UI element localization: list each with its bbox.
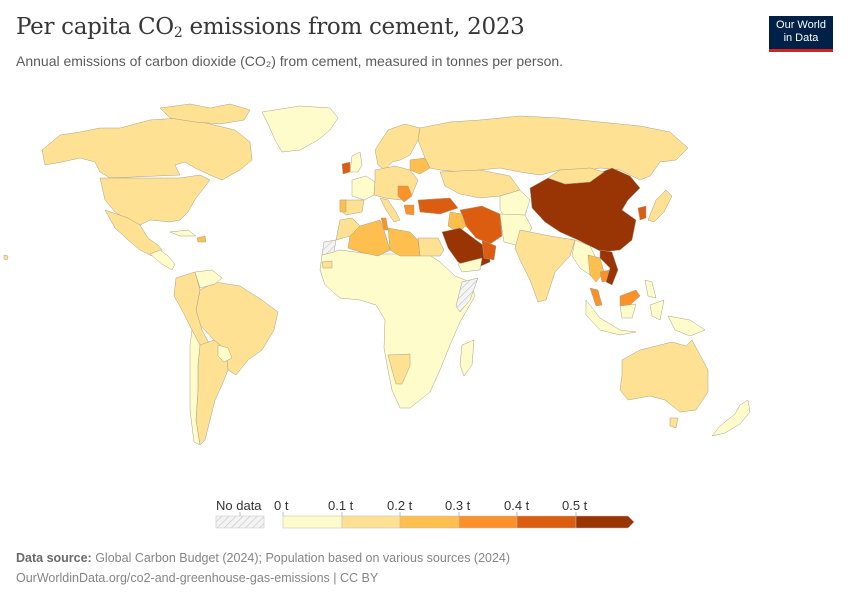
country-usa[interactable] (99, 174, 211, 226)
legend-tick-4: 0.4 t (504, 498, 530, 513)
country-malaysia-borneo[interactable] (619, 289, 641, 307)
country-portugal[interactable] (339, 199, 347, 213)
title-text-end: emissions from cement, 2023 (182, 14, 525, 40)
country-oman[interactable] (481, 239, 497, 261)
country-madagascar[interactable] (459, 339, 475, 377)
country-australia[interactable] (619, 339, 709, 413)
country-greece[interactable] (403, 204, 415, 216)
country-egypt[interactable] (417, 237, 445, 257)
country-papua-new-guinea[interactable] (667, 315, 706, 337)
chart-subtitle: Annual emissions of carbon dioxide (CO₂)… (16, 53, 564, 69)
country-turkey[interactable] (417, 197, 459, 215)
legend-bin-5[interactable] (575, 515, 635, 529)
country-chile[interactable] (189, 329, 201, 446)
country-canada-islands[interactable] (159, 103, 251, 125)
legend-bin-0[interactable] (282, 515, 343, 529)
legend-bin-2[interactable] (399, 515, 460, 529)
legend-bin-4[interactable] (516, 515, 577, 529)
country-greenland[interactable] (261, 105, 339, 153)
data-source-line: Data source: Global Carbon Budget (2024)… (16, 548, 510, 568)
country-mongolia[interactable] (547, 167, 605, 185)
legend-no-data-label: No data (216, 498, 262, 513)
country-france[interactable] (351, 175, 376, 201)
region-sub-saharan-africa[interactable] (319, 249, 476, 409)
country-italy[interactable] (379, 197, 401, 223)
country-brazil[interactable] (195, 281, 279, 376)
country-belarus[interactable] (409, 157, 431, 175)
logo-line-1: Our World (776, 19, 826, 31)
region-balkans[interactable] (397, 185, 413, 203)
legend-bin-1[interactable] (341, 515, 401, 529)
country-thailand[interactable] (587, 254, 605, 283)
country-iran[interactable] (459, 205, 503, 245)
country-senegal[interactable] (321, 260, 333, 269)
country-hawaii[interactable] (3, 254, 9, 261)
country-ireland[interactable] (341, 161, 351, 175)
country-libya[interactable] (387, 227, 421, 257)
legend-bin-3[interactable] (458, 515, 518, 529)
title-subscript: 2 (173, 25, 183, 41)
url-line[interactable]: OurWorldinData.org/co2-and-greenhouse-ga… (16, 571, 379, 585)
data-source-text: Global Carbon Budget (2024); Population … (91, 551, 511, 565)
legend-tick-5: 0.5 t (562, 498, 588, 513)
region-central-america[interactable] (149, 249, 176, 271)
country-yemen[interactable] (457, 257, 483, 273)
world-map (3, 103, 751, 446)
legend-tick-0: 0 t (274, 498, 289, 513)
country-philippines[interactable] (644, 279, 657, 299)
legend-tick-3: 0.3 t (445, 498, 471, 513)
footer: Data source: Global Carbon Budget (2024)… (16, 548, 510, 588)
country-cuba[interactable] (169, 229, 197, 237)
country-russia[interactable] (417, 115, 689, 181)
legend-tick-2: 0.2 t (387, 498, 413, 513)
owid-logo[interactable]: Our World in Data (769, 16, 833, 52)
legend-tick-1: 0.1 t (328, 498, 354, 513)
title-text: Per capita CO (16, 14, 174, 40)
country-tasmania[interactable] (669, 417, 679, 429)
legend-bar (215, 512, 635, 529)
country-south-korea[interactable] (637, 205, 647, 221)
country-new-zealand[interactable] (711, 399, 751, 437)
color-legend: No data 0 t 0.1 t 0.2 t 0.3 t 0.4 t 0.5 … (0, 497, 850, 537)
country-iraq[interactable] (447, 211, 467, 233)
country-malaysia[interactable] (589, 287, 603, 307)
country-canada[interactable] (41, 117, 253, 181)
country-japan[interactable] (647, 189, 673, 223)
country-uk[interactable] (349, 151, 363, 173)
country-indonesia[interactable] (585, 299, 665, 336)
country-somalia[interactable] (455, 277, 479, 313)
chart-title: Per capita CO2 emissions from cement, 20… (16, 14, 525, 41)
country-paraguay[interactable] (217, 344, 233, 363)
country-india[interactable] (514, 229, 576, 303)
country-namibia[interactable] (387, 353, 411, 385)
logo-line-2: in Data (783, 32, 819, 44)
country-venezuela[interactable] (194, 269, 223, 289)
country-dominican-republic[interactable] (196, 235, 207, 243)
country-mexico[interactable] (104, 209, 163, 257)
data-source-label: Data source: (16, 551, 92, 565)
country-vietnam[interactable] (599, 249, 619, 286)
country-western-sahara[interactable] (321, 239, 337, 256)
legend-no-data-swatch[interactable] (215, 515, 265, 529)
